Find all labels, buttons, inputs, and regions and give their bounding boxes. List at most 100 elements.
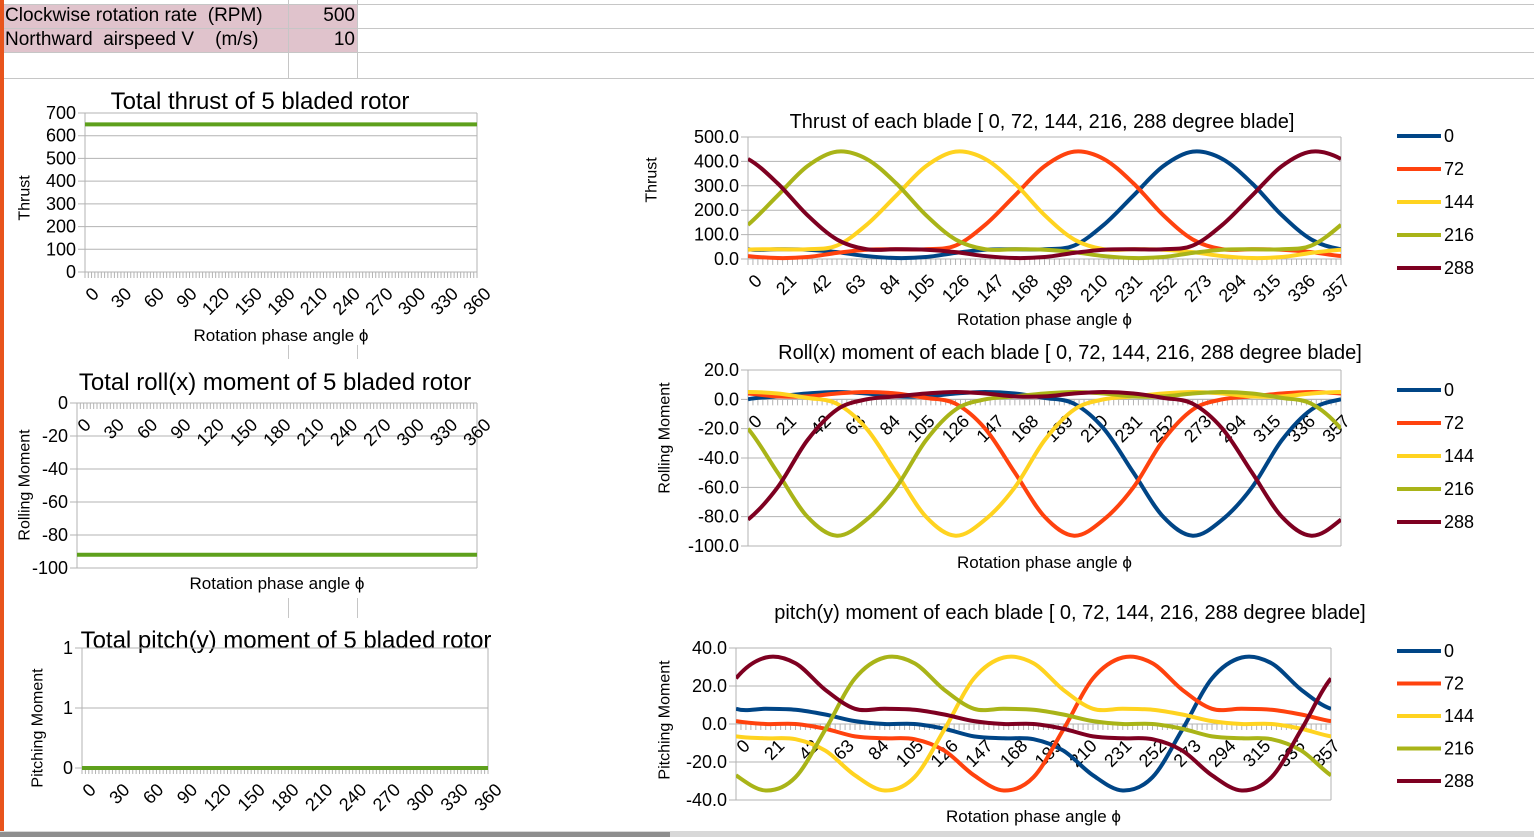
x-tick-label: 63 — [841, 271, 869, 299]
cell-cursor-indicator — [0, 0, 4, 837]
x-tick-label: 150 — [231, 284, 266, 319]
x-tick-label: 270 — [361, 284, 396, 319]
x-tick-label: 240 — [326, 415, 361, 450]
legend-label: 72 — [1444, 159, 1464, 179]
y-axis-title: Thrust — [644, 157, 661, 203]
x-axis-title: Rotation phase angle ϕ — [957, 553, 1132, 572]
chart-title: pitch(y) moment of each blade [ 0, 72, 1… — [774, 602, 1366, 624]
x-tick-label: 300 — [403, 780, 438, 815]
legend-label: 288 — [1444, 771, 1474, 791]
chart-title: Total thrust of 5 bladed rotor — [111, 88, 410, 115]
x-tick-label: 90 — [166, 415, 194, 443]
y-axis-title: Thrust — [17, 175, 34, 221]
y-tick-label: 500.0 — [694, 127, 739, 147]
x-axis-title: Rotation phase angle ϕ — [946, 807, 1121, 826]
y-tick-label: 400.0 — [694, 151, 739, 171]
legend-label: 0 — [1444, 380, 1454, 400]
airspeed-value-cell[interactable]: 10 — [333, 29, 355, 50]
x-tick-label: 180 — [263, 284, 298, 319]
x-tick-label: 21 — [772, 411, 800, 439]
x-tick-label: 357 — [1318, 411, 1353, 446]
x-tick-label: 360 — [459, 284, 494, 319]
x-tick-label: 0 — [82, 284, 103, 305]
legend-label: 72 — [1444, 413, 1464, 433]
y-tick-label: -100 — [32, 558, 68, 578]
legend-label: 144 — [1444, 706, 1474, 726]
x-tick-label: 270 — [369, 780, 404, 815]
y-tick-label: 700 — [46, 103, 76, 123]
series-line-216 — [748, 149, 1341, 261]
y-tick-label: 200 — [46, 217, 76, 237]
chart-title: Roll(x) moment of each blade [ 0, 72, 14… — [778, 342, 1362, 364]
rpm-value-cell[interactable]: 500 — [323, 5, 355, 26]
series-line-72 — [736, 654, 1331, 793]
x-tick-label: 231 — [1100, 736, 1135, 771]
x-tick-label: 168 — [1007, 411, 1042, 446]
legend-label: 216 — [1444, 739, 1474, 759]
x-tick-label: 357 — [1318, 271, 1353, 306]
series-line-216 — [736, 654, 1331, 793]
legend-label: 0 — [1444, 126, 1454, 146]
column-gridline — [288, 345, 289, 359]
chart-blade-thrust: Thrust of each blade [ 0, 72, 144, 216, … — [644, 111, 1474, 329]
x-tick-label: 105 — [903, 271, 938, 306]
x-tick-label: 189 — [1042, 271, 1077, 306]
y-tick-label: -40 — [42, 459, 68, 479]
x-tick-label: 90 — [173, 780, 201, 808]
chart-total-roll: Total roll(x) moment of 5 bladed rotor -1… — [17, 369, 495, 593]
x-tick-label: 360 — [470, 780, 505, 815]
chart-title: Thrust of each blade [ 0, 72, 144, 216, … — [790, 111, 1295, 133]
x-tick-label: 231 — [1111, 271, 1146, 306]
x-tick-label: 210 — [301, 780, 336, 815]
scrollbar-thumb[interactable] — [0, 832, 670, 837]
x-tick-label: 60 — [140, 284, 168, 312]
x-tick-label: 30 — [107, 284, 135, 312]
x-axis-title: Rotation phase angle ϕ — [190, 574, 365, 593]
y-tick-label: 0 — [63, 758, 73, 778]
x-tick-label: 210 — [1076, 271, 1111, 306]
y-axis-title: Rolling Moment — [657, 382, 674, 494]
row-gridline — [4, 78, 1534, 79]
y-tick-label: 0.0 — [702, 714, 727, 734]
x-axis-title: Rotation phase angle ϕ — [957, 310, 1132, 329]
y-tick-label: 1 — [63, 638, 73, 658]
x-tick-label: 300 — [394, 284, 429, 319]
series-line-288 — [748, 149, 1341, 261]
y-tick-label: -80.0 — [698, 507, 739, 527]
x-tick-label: 210 — [296, 284, 331, 319]
x-tick-label: 231 — [1111, 411, 1146, 446]
legend-label: 216 — [1444, 225, 1474, 245]
x-tick-label: 294 — [1215, 271, 1250, 306]
horizontal-scrollbar[interactable] — [0, 831, 1534, 837]
airspeed-label-cell[interactable]: Northward airspeed V (m/s) — [5, 29, 259, 50]
column-gridline — [357, 0, 358, 78]
x-tick-label: 147 — [972, 271, 1007, 306]
legend-label: 72 — [1444, 674, 1464, 694]
y-axis-title: Pitching Moment — [657, 660, 674, 780]
x-tick-label: 120 — [193, 415, 228, 450]
series-line-288 — [748, 390, 1341, 538]
row-gridline — [4, 28, 1534, 29]
x-tick-label: 120 — [198, 284, 233, 319]
column-gridline — [357, 345, 358, 359]
rpm-label-cell[interactable]: Clockwise rotation rate (RPM) — [5, 5, 263, 26]
x-tick-label: 42 — [807, 271, 835, 299]
series-line-144 — [748, 149, 1341, 261]
legend-label: 288 — [1444, 258, 1474, 278]
x-tick-label: 0 — [745, 271, 766, 292]
x-tick-label: 330 — [437, 780, 472, 815]
x-tick-label: 330 — [427, 284, 462, 319]
y-axis-title: Pitching Moment — [30, 668, 47, 788]
y-tick-label: 1 — [63, 698, 73, 718]
y-tick-label: 600 — [46, 126, 76, 146]
y-tick-label: 100 — [46, 239, 76, 259]
column-gridline — [288, 598, 289, 618]
x-tick-label: 360 — [459, 415, 494, 450]
x-tick-label: 30 — [100, 415, 128, 443]
row-gridline — [4, 4, 1534, 5]
x-tick-label: 180 — [267, 780, 302, 815]
series-line-72 — [748, 149, 1341, 261]
x-tick-label: 150 — [226, 415, 261, 450]
x-tick-label: 357 — [1308, 736, 1343, 771]
y-tick-label: -20.0 — [698, 419, 739, 439]
